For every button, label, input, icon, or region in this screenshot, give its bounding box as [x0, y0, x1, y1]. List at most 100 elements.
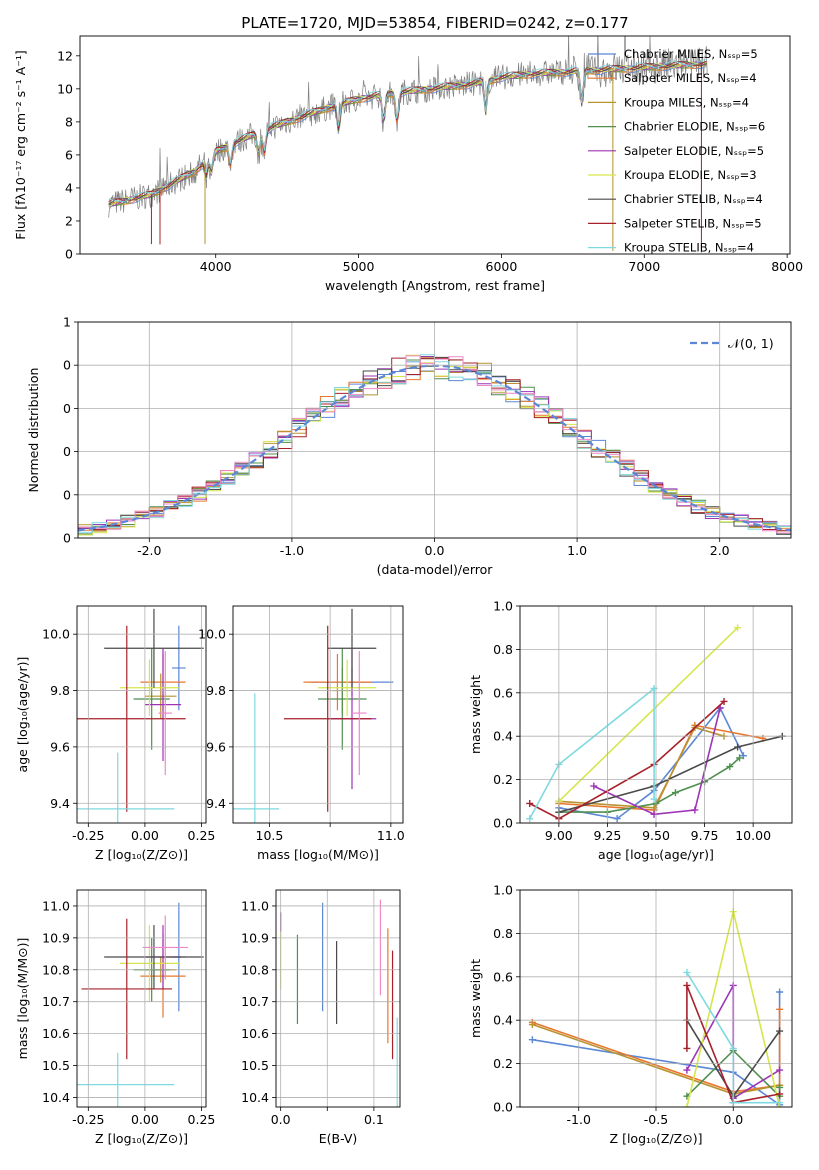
- weight-z-xtick-label: -0.5: [644, 1112, 668, 1127]
- residuals-ytick-label: 0: [63, 358, 71, 373]
- z-mass-ytick-label: 11.0: [42, 898, 70, 913]
- model-spectrum-line: [108, 63, 708, 205]
- mass-weight-point: [776, 1005, 784, 1013]
- spectrum-xtick-label: 7000: [628, 259, 660, 274]
- legend-label: Salpeter ELODIE, Nₛₛₚ=5: [624, 144, 764, 158]
- mass-weight-point: [776, 988, 784, 996]
- weight-age-panel: 9.00 9.25 9.50 9.75 10.00 0.0 0.2 0.4 0.6 0.8 1.0 a…: [468, 599, 793, 862]
- legend-label: Kroupa ELODIE, Nₛₛₚ=3: [624, 168, 757, 182]
- mass-weight-point: [726, 763, 734, 771]
- residuals-panel: -2.0 -1.0 0.0 1.0 2.0 0 0 0 0 0 1 (data-model)/erro…: [26, 315, 792, 577]
- mass-weight-point: [720, 697, 728, 705]
- z-age-frame: [76, 605, 207, 824]
- weight-z-ytick-label: 0.6: [493, 969, 513, 984]
- weight-z-panel: -1.0 -0.5 0.0 0.0 0.2 0.4 0.6 0.8 1.0 Z [log₁₀(Z/…: [468, 883, 793, 1146]
- mass-weight-point: [776, 1090, 784, 1098]
- mass-age-xtick-label: 10.5: [256, 828, 284, 843]
- mass-weight-point: [776, 1066, 784, 1074]
- spectrum-ytick-label: 0: [65, 247, 73, 262]
- z-mass-plot-area: [77, 902, 204, 1107]
- spectrum-ytick-label: 10: [57, 81, 73, 96]
- weight-age-ylabel: mass weight: [468, 675, 483, 754]
- legend-label: Salpeter STELIB, Nₛₛₚ=5: [624, 216, 762, 230]
- residual-legend: 𝒩(0, 1): [690, 336, 774, 351]
- model-spectrum-line: [108, 60, 708, 202]
- weight-z-ylabel: mass weight: [468, 959, 483, 1038]
- spectrum-ytick-label: 4: [65, 180, 73, 195]
- weight-z-frame: [519, 889, 793, 1108]
- model-spectrum-line: [108, 61, 708, 206]
- residuals-xtick-label: -1.0: [280, 543, 304, 558]
- mass-weight-point: [650, 810, 658, 818]
- weight-z-xlabel: Z [log₁₀(Z/Z⊙)]: [610, 1131, 703, 1146]
- mass-weight-point: [683, 1044, 691, 1052]
- weight-z-ytick-label: 0.8: [493, 926, 513, 941]
- mass-weight-point: [528, 1036, 536, 1044]
- spectrum-xtick-label: 6000: [486, 259, 518, 274]
- z-age-ytick-label: 9.6: [50, 739, 70, 754]
- ebv-mass-ytick-label: 11.0: [241, 898, 269, 913]
- mass-weight-line: [558, 627, 739, 802]
- model-spectrum-line: [108, 61, 707, 207]
- residuals-ytick-label: 0: [63, 531, 71, 546]
- z-mass-ylabel: mass [log₁₀(M/M⊙)]: [15, 938, 30, 1060]
- mass-weight-point: [671, 789, 679, 797]
- legend-label: Kroupa MILES, Nₛₛₚ=4: [624, 95, 749, 109]
- weight-age-ytick-label: 0.8: [493, 642, 513, 657]
- residuals-xtick-label: 1.0: [567, 543, 587, 558]
- weight-age-xtick-label: 9.50: [642, 828, 670, 843]
- z-mass-ytick-label: 10.4: [42, 1090, 70, 1105]
- model-spectrum-line: [108, 61, 708, 205]
- mass-weight-line: [558, 726, 725, 809]
- mass-weight-point: [683, 1103, 691, 1107]
- spectrum-xtick-label: 8000: [771, 259, 803, 274]
- residuals-xtick-label: 2.0: [710, 543, 730, 558]
- spectrum-xtick-label: 5000: [343, 259, 375, 274]
- z-age-xtick-label: 0.00: [131, 828, 159, 843]
- residuals-xlabel: (data-model)/error: [377, 562, 494, 577]
- spectrum-xtick-label: 4000: [200, 259, 232, 274]
- spectrum-ylabel: Flux [fλ10⁻¹⁷ erg cm⁻² s⁻¹ A⁻¹]: [13, 50, 28, 239]
- mass-weight-line: [593, 707, 721, 816]
- mass-weight-line: [532, 1009, 781, 1093]
- mass-weight-point: [776, 1099, 784, 1107]
- mass-weight-line: [686, 985, 780, 1104]
- mass-age-xtick-label: 11.0: [377, 828, 405, 843]
- z-mass-frame: [76, 889, 207, 1108]
- legend-label: Salpeter MILES, Nₛₛₚ=4: [624, 71, 757, 85]
- mass-weight-point: [739, 752, 747, 760]
- mass-weight-line: [528, 686, 655, 820]
- mass-age-plot-area: [233, 608, 394, 823]
- z-age-xtick-label: 0.25: [188, 828, 216, 843]
- spectrum-ytick-label: 6: [65, 147, 73, 162]
- z-mass-xlabel: Z [log₁₀(Z/Z⊙)]: [95, 1131, 188, 1146]
- mass-age-panel: 10.5 11.0 9.4 9.6 9.8 10.0 mass [log₁₀(M/M⊙)]: [198, 605, 405, 862]
- ebv-mass-ytick-label: 10.7: [241, 994, 269, 1009]
- weight-age-xtick-label: 9.00: [545, 828, 573, 843]
- residuals-frame: [77, 321, 792, 539]
- spectrum-panel: 4000 5000 6000 7000 8000 0 2 4 6 8 10 12 PLATE=1720,…: [13, 14, 803, 293]
- model-spectrum-line: [108, 64, 708, 208]
- mass-weight-point: [683, 1066, 691, 1074]
- residuals-ytick-label: 0: [63, 444, 71, 459]
- weight-z-xtick-label: -1.0: [567, 1112, 591, 1127]
- z-mass-ytick-label: 10.5: [42, 1058, 70, 1073]
- z-age-ylabel: age [log₁₀(age/yr)]: [15, 657, 30, 773]
- ebv-mass-ytick-label: 10.9: [241, 930, 269, 945]
- spectrum-ytick-label: 12: [57, 48, 73, 63]
- residuals-ytick-label: 0: [63, 487, 71, 502]
- z-age-xtick-label: -0.25: [72, 828, 104, 843]
- z-mass-ytick-label: 10.6: [42, 1026, 70, 1041]
- z-mass-panel: -0.25 0.00 0.25 10.4 10.5 10.6 10.7 10.8 10.9 11.…: [15, 889, 216, 1146]
- mass-age-ytick-label: 9.6: [206, 739, 226, 754]
- spectrum-plot-area: [108, 36, 708, 253]
- z-mass-xtick-label: 0.25: [188, 1112, 216, 1127]
- mass-weight-point: [683, 981, 691, 989]
- mass-weight-point: [528, 1021, 536, 1029]
- z-mass-ytick-label: 10.9: [42, 930, 70, 945]
- legend-label: Chabrier STELIB, Nₛₛₚ=4: [624, 192, 763, 206]
- spectrum-frame: [79, 35, 791, 255]
- ebv-mass-ytick-label: 10.8: [241, 962, 269, 977]
- mass-weight-point: [776, 1027, 784, 1035]
